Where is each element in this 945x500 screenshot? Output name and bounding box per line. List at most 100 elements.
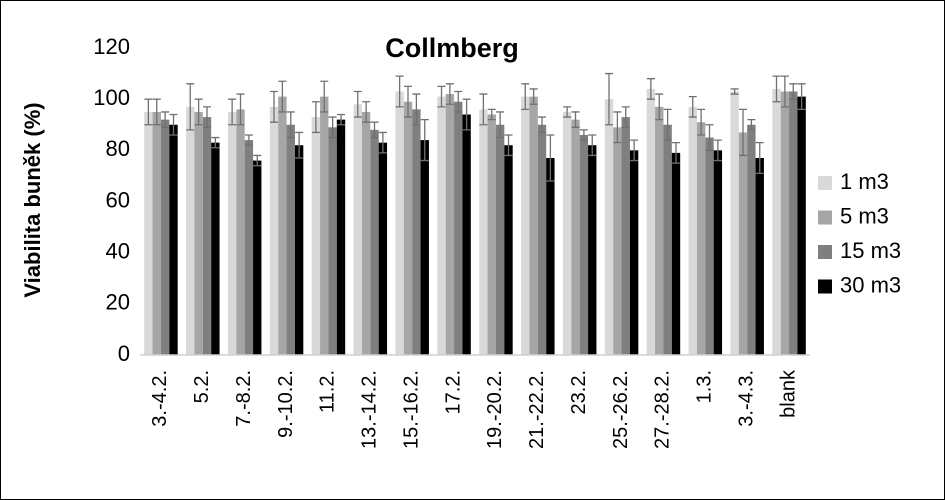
error-bar xyxy=(479,93,488,126)
bar xyxy=(420,140,429,355)
bar xyxy=(655,106,664,355)
legend-label: 15 m3 xyxy=(840,238,901,263)
x-tick-label: 19.-20.2. xyxy=(484,370,506,449)
bar xyxy=(202,117,212,355)
error-bar xyxy=(203,106,211,128)
error-bar xyxy=(295,131,304,159)
bar xyxy=(579,134,589,355)
bar xyxy=(437,96,446,355)
bar xyxy=(269,106,279,355)
bar xyxy=(361,111,371,355)
x-tick-label: 1.3. xyxy=(694,370,716,403)
bar xyxy=(705,137,714,355)
error-bar xyxy=(278,80,287,113)
bar xyxy=(730,91,739,355)
legend-label: 30 m3 xyxy=(840,272,901,297)
bar xyxy=(604,99,614,356)
error-bar xyxy=(655,93,664,121)
bar xyxy=(160,119,170,355)
error-bar xyxy=(362,101,371,123)
error-bar xyxy=(353,90,362,118)
bar xyxy=(738,132,748,355)
error-bar xyxy=(378,131,387,154)
error-bar xyxy=(504,134,513,157)
x-tick-label: 21.-22.2. xyxy=(526,370,548,449)
legend-label: 5 m3 xyxy=(840,203,889,228)
x-tick-label: 23.2. xyxy=(568,370,590,414)
error-bar xyxy=(521,83,530,111)
bar xyxy=(755,158,764,355)
bar xyxy=(646,88,656,355)
bar xyxy=(529,96,538,355)
error-bar xyxy=(747,118,756,131)
y-tick-label: 80 xyxy=(106,136,130,161)
error-bar xyxy=(194,98,203,126)
error-bar xyxy=(437,85,446,108)
bar xyxy=(253,160,262,355)
error-bar xyxy=(412,93,421,126)
legend-swatch xyxy=(818,176,832,190)
error-bar xyxy=(253,154,262,167)
error-bar xyxy=(328,116,337,139)
error-bar xyxy=(420,118,429,162)
bar xyxy=(286,124,295,355)
bar xyxy=(211,142,220,355)
bar xyxy=(562,111,572,355)
error-bar xyxy=(705,124,714,151)
bar xyxy=(797,96,806,355)
bar xyxy=(621,117,630,355)
x-tick-label: 13.-14.2. xyxy=(359,370,381,449)
legend-swatch xyxy=(818,245,832,259)
error-bar xyxy=(487,108,496,121)
bar xyxy=(772,88,781,355)
error-bar xyxy=(588,134,597,157)
bar xyxy=(780,91,790,355)
error-bar xyxy=(404,85,412,118)
bar xyxy=(696,122,706,355)
bar xyxy=(671,152,681,355)
bar xyxy=(144,111,153,355)
bar xyxy=(546,158,555,355)
bar xyxy=(487,114,496,356)
x-tick-label: 5.2. xyxy=(191,370,213,403)
y-tick-label: 100 xyxy=(93,85,130,110)
error-bar xyxy=(630,139,639,162)
bar xyxy=(588,145,597,355)
legend-swatch xyxy=(818,210,832,225)
bar xyxy=(504,145,513,355)
bar xyxy=(320,96,329,355)
error-bar xyxy=(337,113,345,126)
error-bar xyxy=(789,83,798,100)
error-bar xyxy=(236,93,245,126)
bar xyxy=(537,124,547,355)
bar xyxy=(403,101,413,355)
error-bar xyxy=(462,98,471,131)
bar xyxy=(747,124,756,355)
bar xyxy=(629,150,639,355)
error-bar xyxy=(780,75,789,108)
error-bar xyxy=(270,90,278,123)
bar xyxy=(152,111,161,355)
bar xyxy=(353,104,362,356)
error-bar xyxy=(571,111,580,128)
bar xyxy=(713,150,723,355)
bar xyxy=(186,106,195,355)
legend-label: 1 m3 xyxy=(840,169,889,194)
error-bar xyxy=(797,83,806,111)
x-tick-label: 3.-4.3. xyxy=(735,370,757,427)
y-tick-label: 60 xyxy=(106,187,130,212)
x-tick-label: 7.-8.2. xyxy=(233,370,255,427)
x-tick-label: 27.-28.2. xyxy=(652,370,674,449)
y-tick-label: 120 xyxy=(93,34,130,59)
error-bar xyxy=(370,121,379,139)
error-bar xyxy=(144,98,153,126)
bar xyxy=(328,127,337,355)
x-tick-label: 17.2. xyxy=(442,370,464,414)
bar xyxy=(194,111,203,355)
error-bar xyxy=(186,83,195,131)
error-bar xyxy=(772,75,781,103)
x-tick-label: 25.-26.2. xyxy=(610,370,632,449)
error-bar xyxy=(546,134,555,182)
error-bar xyxy=(211,136,220,149)
